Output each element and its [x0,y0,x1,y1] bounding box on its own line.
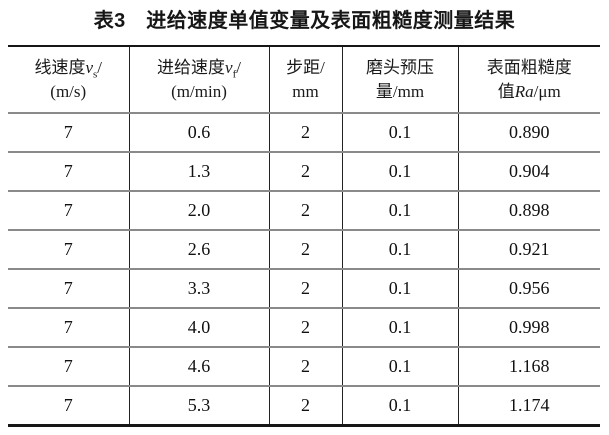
table-row: 7 1.3 2 0.1 0.904 [8,152,600,192]
header-unit: mm [292,81,319,101]
data-table: 线速度vs/ (m/s) 进给速度vf/ (m/min) 步距/ mm 磨头预压… [8,45,600,427]
table-cell: 7 [8,386,129,427]
col-header-step-distance: 步距/ mm [268,46,342,114]
table-cell: 4.6 [128,347,269,387]
table-cell: 2 [268,269,342,309]
table-cell: 7 [8,269,129,309]
table-cell: 0.1 [341,386,458,427]
table-cell: 1.3 [128,152,269,192]
table-row: 7 2.0 2 0.1 0.898 [8,191,600,231]
table-row: 7 0.6 2 0.1 0.890 [8,113,600,153]
col-header-feed-speed: 进给速度vf/ (m/min) [128,46,269,114]
table-row: 7 2.6 2 0.1 0.921 [8,230,600,270]
table-row: 7 5.3 2 0.1 1.174 [8,386,600,427]
table-cell: 3.3 [128,269,269,309]
table-row: 7 4.0 2 0.1 0.998 [8,308,600,348]
table-cell: 0.1 [341,269,458,309]
table-cell: 0.1 [341,308,458,348]
variable-symbol: v [85,57,94,77]
header-text: 线速度 [34,57,86,77]
col-header-preload: 磨头预压 量/mm [341,46,458,114]
header-unit: 值Ra/μm [459,80,601,104]
table-cell: 2 [268,347,342,387]
header-text: 步距/ [286,57,325,77]
table-cell: 5.3 [128,386,269,427]
table-cell: 7 [8,152,129,192]
table-cell: 2 [268,191,342,231]
table-cell: 2 [268,152,342,192]
table-cell: 0.998 [457,308,600,348]
header-unit: (m/s) [50,81,87,101]
header-text: 值 [497,81,515,101]
table-cell: 0.956 [457,269,600,309]
table-cell: 2 [268,308,342,348]
variable-subscript: s [93,67,98,80]
table-cell: 1.168 [457,347,600,387]
table-cell: 2.6 [128,230,269,270]
table-cell: 0.921 [457,230,600,270]
table-cell: 2 [268,113,342,153]
table-cell: 7 [8,347,129,387]
table-row: 7 3.3 2 0.1 0.956 [8,269,600,309]
header-row: 线速度vs/ (m/s) 进给速度vf/ (m/min) 步距/ mm 磨头预压… [8,46,601,114]
table-cell: 2 [268,386,342,427]
header-unit: 量/mm [375,81,425,101]
table-cell: 0.904 [457,152,600,192]
table-cell: 0.890 [457,113,600,153]
col-header-linear-speed: 线速度vs/ (m/s) [8,46,129,114]
table-row: 7 4.6 2 0.1 1.168 [8,347,600,387]
table-cell: 0.898 [457,191,600,231]
variable-subscript: f [232,67,237,80]
table-cell: 7 [8,113,129,153]
table-cell: 2 [268,230,342,270]
header-text: / [97,57,103,77]
variable-symbol: Ra [514,81,534,101]
table-body: 7 0.6 2 0.1 0.890 7 1.3 2 0.1 0.904 7 2.0 2 0.1 0.898 7… [8,113,600,427]
variable-symbol: v [225,57,233,77]
table-cell: 0.1 [341,152,458,192]
header-text: / [236,57,241,77]
table-cell: 1.174 [457,386,600,427]
table-cell: 2.0 [128,191,269,231]
table-cell: 0.1 [341,347,458,387]
header-text: 表面粗糙度 [486,57,572,77]
table-cell: 4.0 [128,308,269,348]
table-cell: 7 [8,308,129,348]
header-text: /μm [533,81,561,101]
table-cell: 0.1 [341,191,458,231]
header-text: 磨头预压 [366,57,434,77]
col-header-roughness: 表面粗糙度 值Ra/μm [457,46,601,114]
table-caption: 表3 进给速度单值变量及表面粗糙度测量结果 [93,10,516,32]
table-cell: 0.1 [341,230,458,270]
table-cell: 7 [8,230,129,270]
table-cell: 0.6 [128,113,269,153]
header-unit: (m/min) [171,81,227,101]
header-text: 进给速度 [157,57,226,77]
table-cell: 0.1 [341,113,458,153]
table-cell: 7 [8,191,129,231]
